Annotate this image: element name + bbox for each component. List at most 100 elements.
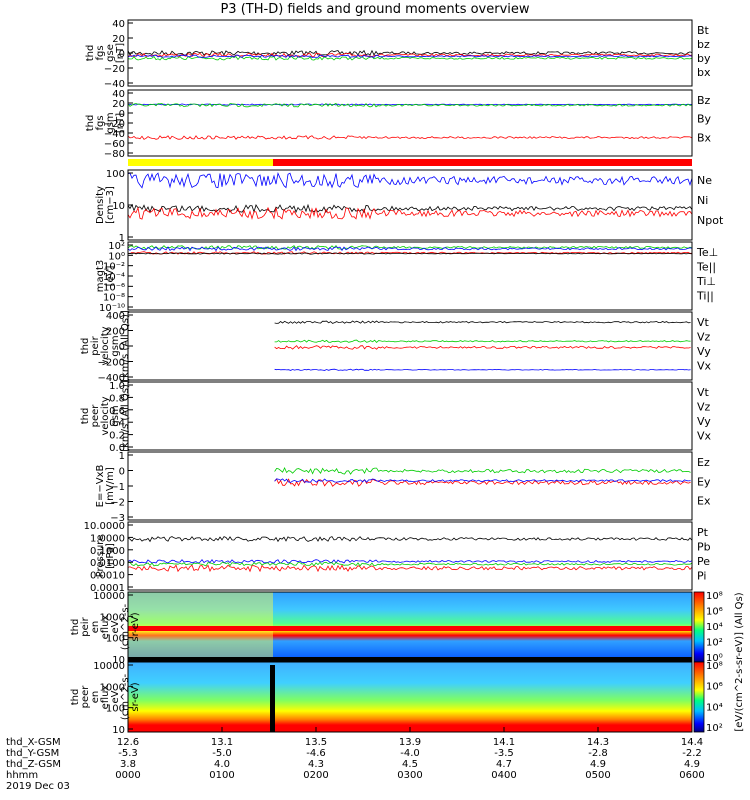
legend-peer-vel-2: Vy: [697, 415, 711, 428]
legend-peer-vel-0: Vt: [697, 386, 710, 399]
status-bar-red: [273, 159, 692, 166]
frame-fgs-gse: [127, 19, 693, 87]
ytick-label-temp-4: 10⁻⁶: [103, 282, 125, 293]
ytick-label-peer-en-3: 10: [112, 725, 125, 736]
xrow-label-3: hhmm: [6, 770, 38, 781]
ytick-label-peir-vel-4: −400: [98, 373, 125, 384]
ylabel-fgs-gse: thdfgsgse[nT]: [85, 43, 126, 63]
peir-spectrogram-floor: [128, 657, 692, 662]
legend-pressure-3: Pi: [697, 570, 706, 583]
ylabel-line-peir-en-2: en: [90, 621, 101, 634]
ylabel-line-peer-vel-1: peer: [90, 404, 101, 428]
frame-peer-vel: [127, 381, 693, 451]
cbar-upper-tick-3: 10²: [706, 638, 723, 649]
ylabel-line-fgs-gse-2: gse: [105, 44, 116, 62]
ytick-label-peer-vel-5: 0.0: [109, 443, 125, 454]
cbar-lower-tick-1: 10⁶: [706, 682, 723, 693]
xrow-2-val-0: 3.8: [120, 759, 136, 770]
legend-fgs-gsm-1: By: [697, 113, 712, 126]
ytick-label-fgs-gsm-1: 20: [112, 99, 125, 110]
ytick-label-peir-vel-2: 0: [119, 342, 125, 353]
ytick-label-fgs-gse-1: 20: [112, 34, 125, 45]
cbar-lower-tick-2: 10⁴: [706, 702, 723, 713]
ylabel-line-fgs-gse-3: [nT]: [115, 43, 126, 63]
ytick-label-temp-3: 10⁻⁴: [103, 272, 125, 283]
ylabel-line-peir-vel-1: peir: [90, 335, 101, 355]
ylabel-fgs-gsm: thdfgsgsm[nT]: [85, 112, 126, 133]
ylabel-line-fgs-gsm-0: thd: [85, 115, 96, 132]
ylabel-line-fgs-gsm-1: fgs: [95, 115, 106, 130]
frame-fgs-gsm: [127, 89, 693, 157]
ylabel-line-fgs-gse-1: fgs: [95, 45, 106, 60]
ylabel-line-fgs-gsm-3: [nT]: [115, 113, 126, 133]
ytick-label-fgs-gsm-4: −40: [104, 129, 125, 140]
cbar-upper-tick-1: 10⁶: [706, 607, 723, 618]
trace-efield-0: [274, 467, 691, 475]
frame-pressure: [127, 521, 693, 591]
trace-density-2: [127, 206, 693, 220]
cbar-lower-tick-3: 10²: [706, 723, 723, 734]
ytick-label-temp-5: 10⁻⁸: [103, 293, 125, 304]
trace-peir-vel-0: [274, 320, 691, 324]
legend-pressure-0: Pt: [697, 526, 709, 539]
ytick-label-pressure-0: 10.0000: [84, 521, 125, 532]
trace-pressure-0: [127, 536, 693, 543]
chart-title: P3 (TH-D) fields and ground moments over…: [220, 2, 529, 17]
trace-density-0: [127, 171, 693, 189]
frame-density: [127, 169, 693, 241]
ytick-label-pressure-3: 0.0100: [90, 558, 125, 569]
ylabel-line-peer-en-5: (cm^2-s-: [120, 673, 131, 720]
xrow-0-val-3: 13.9: [399, 737, 421, 748]
xrow-1-val-3: -4.0: [400, 748, 420, 759]
xrow-2-val-4: 4.7: [496, 759, 512, 770]
ytick-label-peir-vel-0: 400: [106, 311, 125, 322]
ylabel-line-peer-en-4: eV: [110, 690, 121, 703]
ylabel-line-fgs-gse-0: thd: [85, 45, 96, 62]
ytick-label-fgs-gse-3: −20: [104, 64, 125, 75]
legend-fgs-gse-1: bz: [697, 38, 710, 51]
cbar-upper-tick-0: 10⁸: [706, 591, 723, 602]
xrow-1-val-5: -2.8: [588, 748, 608, 759]
ytick-label-efield-0: 1: [119, 451, 125, 462]
ytick-label-temp-6: 10⁻¹⁰: [99, 303, 125, 314]
ylabel-line-peir-en-6: sr-eV): [130, 612, 141, 641]
ylabel-line-peir-en-4: eV: [110, 620, 121, 633]
ylabel-line-peer-vel-0: thd: [80, 408, 91, 425]
trace-temp-0: [127, 245, 693, 250]
ylabel-line-density-0: Density: [95, 186, 106, 224]
xrow-3-val-6: 0600: [679, 770, 704, 781]
ytick-label-peir-en-0: 10000: [93, 591, 125, 602]
ylabel-line-peir-vel-0: thd: [80, 338, 91, 355]
ytick-label-fgs-gsm-3: −20: [104, 119, 125, 130]
xrow-label-1: thd_Y-GSM: [6, 748, 59, 759]
ylabel-line-peer-en-2: en: [90, 691, 101, 704]
ylabel-line-efield-1: [mV/m]: [105, 467, 116, 505]
ytick-label-peer-vel-1: 0.8: [109, 393, 125, 404]
ytick-label-temp-1: 10⁰: [108, 251, 125, 262]
ytick-label-peer-en-0: 10000: [93, 661, 125, 672]
ytick-label-pressure-5: 0.0001: [90, 583, 125, 594]
legend-peir-vel-0: Vt: [697, 316, 710, 329]
ylabel-line-peir-vel-2: velocity: [100, 326, 111, 365]
ylabel-line-peir-en-1: peir: [80, 616, 91, 636]
legend-pressure-1: Pb: [697, 541, 711, 554]
ytick-label-temp-2: 10⁻²: [103, 262, 125, 273]
xrow-0-val-0: 12.6: [117, 737, 139, 748]
xrow-3-val-5: 0500: [585, 770, 610, 781]
ytick-label-fgs-gse-4: −40: [104, 79, 125, 90]
ytick-label-pressure-1: 1.0000: [90, 533, 125, 544]
ytick-label-peir-en-2: 100: [106, 634, 125, 645]
ylabel-line-pressure-1: [nPa]: [105, 543, 116, 569]
ylabel-line-pressure-0: Pressure: [95, 535, 106, 578]
peir-spectrogram-band: [128, 626, 692, 631]
legend-fgs-gsm-0: Bz: [697, 94, 711, 107]
ytick-label-efield-3: −2: [110, 498, 125, 509]
cbar-upper-tick-4: 10⁰: [706, 653, 723, 664]
trace-fgs-gse-3: [127, 54, 693, 58]
ytick-label-fgs-gse-2: 0: [119, 49, 125, 60]
xrow-label-0: thd_X-GSM: [6, 737, 61, 748]
ytick-label-peir-en-1: 1000: [100, 612, 125, 623]
ytick-label-peer-en-1: 1000: [100, 682, 125, 693]
